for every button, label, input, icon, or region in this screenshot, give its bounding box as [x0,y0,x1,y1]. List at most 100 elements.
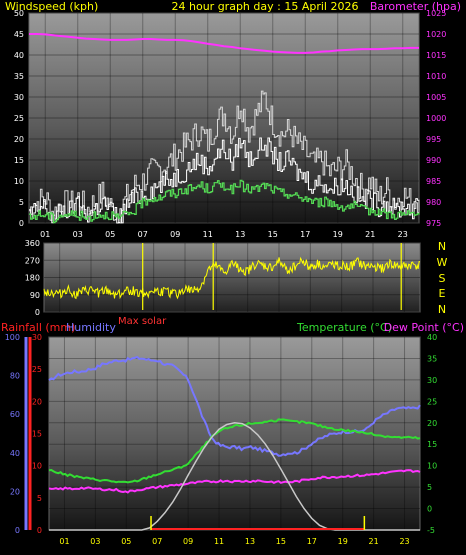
wind-series-layer [29,33,420,224]
temperature-hour-tick-label: 11 [214,537,224,546]
humidity-axis-title: Humidity [66,321,116,334]
rainfall-axis-title: Rainfall (mm) [1,321,75,334]
temperature-series-layer [48,355,421,531]
windspeed-axis-title: Windspeed (kph) [5,0,98,13]
barometer-tick-label: 975 [426,219,441,228]
compass-label-e: E [439,287,446,300]
humidity-tick-label: 0 [15,526,20,535]
windspeed-tick-label: 50 [14,9,24,18]
temperature-hour-tick-label: 21 [369,537,379,546]
temperature-hour-tick-label: 23 [399,537,409,546]
rainfall-tick-label: 15 [32,430,42,439]
windspeed-tick-label: 15 [14,156,24,165]
temperature-tick-label: 30 [427,376,437,385]
temperature-tick-label: 10 [427,462,437,471]
windspeed-tick-label: 0 [19,219,24,228]
direction-panel-background [43,242,421,313]
wind-hour-tick-label: 05 [105,230,115,239]
direction-series-line [43,256,421,300]
temperature-tick-label: 35 [427,354,437,363]
temperature-tick-label: 0 [427,505,432,514]
humidity-tick-label: 20 [10,487,20,496]
barometer-tick-label: 1000 [426,114,446,123]
humidity-tick-label: 100 [5,333,20,342]
compass-label-w: W [437,256,448,269]
temperature-grid [49,336,420,531]
rainfall-tick-label: 20 [32,397,42,406]
windspeed-tick-label: 25 [14,114,24,123]
compass-label-s: S [439,272,446,285]
wind-hour-tick-label: 07 [138,230,148,239]
barometer-axis-title: Barometer (hpa) [370,0,461,13]
temperature-hour-tick-label: 07 [152,537,162,546]
barometer-tick-label: 995 [426,135,441,144]
wind-axes: 0510152025303540455097598098599099510001… [14,9,447,239]
gust-series-line [29,90,420,224]
temperature-tick-label: 25 [427,397,437,406]
windspeed-tick-label: 20 [14,135,24,144]
temperature-axes: -505101520253035400204060801000510152025… [5,333,437,546]
windspeed-tick-label: 35 [14,72,24,81]
windspeed-tick-label: 45 [14,30,24,39]
direction-tick-label: 90 [30,291,40,300]
rainfall-tick-label: 30 [32,333,42,342]
rainfall-tick-label: 0 [37,526,42,535]
wind-hour-tick-label: 15 [268,230,278,239]
barometer-tick-label: 1020 [426,30,446,39]
humidity-tick-label: 80 [10,372,20,381]
windspeed-tick-label: 10 [14,177,24,186]
max-solar-label: Max solar [118,316,167,327]
wind-hour-tick-label: 17 [300,230,310,239]
barometer-tick-label: 1005 [426,93,446,102]
windspeed-tick-label: 30 [14,93,24,102]
temperature-hour-tick-label: 01 [59,537,69,546]
wind-hour-tick-label: 21 [365,230,375,239]
wind-hour-tick-label: 03 [73,230,83,239]
wind-hour-tick-label: 19 [333,230,343,239]
temperature-hour-tick-label: 19 [338,537,348,546]
direction-grid [44,242,420,313]
temperature-hour-tick-label: 03 [90,537,100,546]
wind-hour-tick-label: 01 [40,230,50,239]
compass-labels: N W S E N [437,240,448,316]
barometer-series-line [29,33,419,54]
temperature-hour-tick-label: 09 [183,537,193,546]
temperature-axis-title: Temperature (°C) [296,321,392,334]
wind-hour-tick-label: 23 [398,230,408,239]
temperature-series-line [48,418,421,484]
rainfall-tick-label: 25 [32,365,42,374]
barometer-tick-label: 1015 [426,51,446,60]
direction-series-layer [43,243,421,310]
compass-label-n-top: N [438,240,446,253]
direction-tick-label: 360 [25,239,40,248]
temperature-hour-tick-label: 15 [276,537,286,546]
dewpoint-axis-title: Dew Point (°C) [384,321,464,334]
barometer-tick-label: 1025 [426,9,446,18]
temperature-tick-label: 40 [427,333,437,342]
rainfall-tick-label: 10 [32,462,42,471]
wind-hour-tick-label: 09 [170,230,180,239]
direction-axes: 0 90 180 270 360 [25,239,40,317]
windspeed-tick-label: 5 [19,198,24,207]
temperature-hour-tick-label: 17 [307,537,317,546]
wind-hour-tick-label: 13 [235,230,245,239]
direction-tick-label: 0 [35,308,40,317]
dewpoint-series-line [48,469,421,494]
barometer-tick-label: 990 [426,156,441,165]
humidity-tick-label: 60 [10,410,20,419]
barometer-tick-label: 980 [426,198,441,207]
direction-tick-label: 180 [25,274,40,283]
temperature-panel-background [48,336,421,531]
windspeed-tick-label: 40 [14,51,24,60]
chart-title: 24 hour graph day : 15 April 2026 [172,0,359,13]
barometer-tick-label: 1010 [426,72,446,81]
rainfall-tick-label: 5 [37,494,42,503]
average-series-line [29,179,420,224]
temperature-tick-label: 15 [427,440,437,449]
compass-label-n-bottom: N [438,303,446,316]
temperature-tick-label: 5 [427,483,432,492]
temperature-hour-tick-label: 13 [245,537,255,546]
humidity-tick-label: 40 [10,449,20,458]
temperature-tick-label: 20 [427,419,437,428]
